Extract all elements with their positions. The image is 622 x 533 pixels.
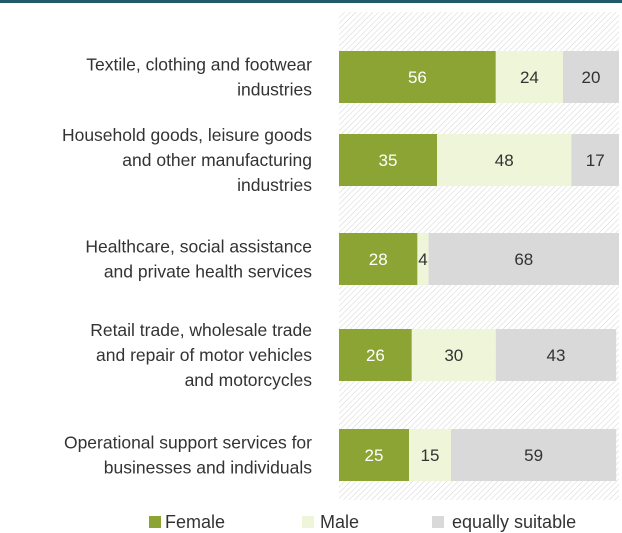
data-label: 26 [366,346,385,365]
data-label: 48 [495,151,514,170]
legend-label: Male [320,512,359,532]
data-label: 43 [547,346,566,365]
category-label: Textile, clothing and footwear [86,55,312,75]
legend-swatch [432,516,444,528]
category-label: Retail trade, wholesale trade [90,320,312,340]
data-label: 35 [379,151,398,170]
legend-swatch [149,516,161,528]
bar-male [411,329,496,381]
category-label: and motorcycles [185,370,313,390]
category-label: businesses and individuals [104,458,312,478]
data-label: 4 [418,250,427,269]
data-label: 24 [520,68,539,87]
bar-equally-suitable [495,329,617,381]
bar-female [339,329,412,381]
data-label: 56 [408,68,427,87]
data-label: 20 [582,68,601,87]
data-label: 30 [444,346,463,365]
bar-male [437,134,572,186]
legend-swatch [302,516,314,528]
legend-label: equally suitable [452,512,576,532]
top-rule [0,0,622,3]
data-label: 28 [369,250,388,269]
category-label: industries [237,175,312,195]
bar-equally-suitable [428,233,619,285]
bar-male [409,429,451,481]
data-label: 17 [586,151,605,170]
bar-male [417,233,429,285]
bar-male [495,51,563,103]
category-label: Healthcare, social assistance [85,237,312,257]
category-label: Household goods, leisure goods [62,125,312,145]
bar-equally-suitable [571,134,619,186]
category-label: and repair of motor vehicles [96,345,312,365]
data-label: 25 [365,446,384,465]
bar-female [339,429,409,481]
category-label: and other manufacturing [122,150,312,170]
category-label: and private health services [104,262,312,282]
bar-equally-suitable [563,51,619,103]
legend-label: Female [165,512,225,532]
data-label: 15 [421,446,440,465]
category-label: Operational support services for [64,433,312,453]
bar-female [339,51,496,103]
bar-female [339,233,418,285]
data-label: 68 [514,250,533,269]
data-label: 59 [524,446,543,465]
bar-equally-suitable [451,429,617,481]
bar-female [339,134,437,186]
category-label: industries [237,80,312,100]
